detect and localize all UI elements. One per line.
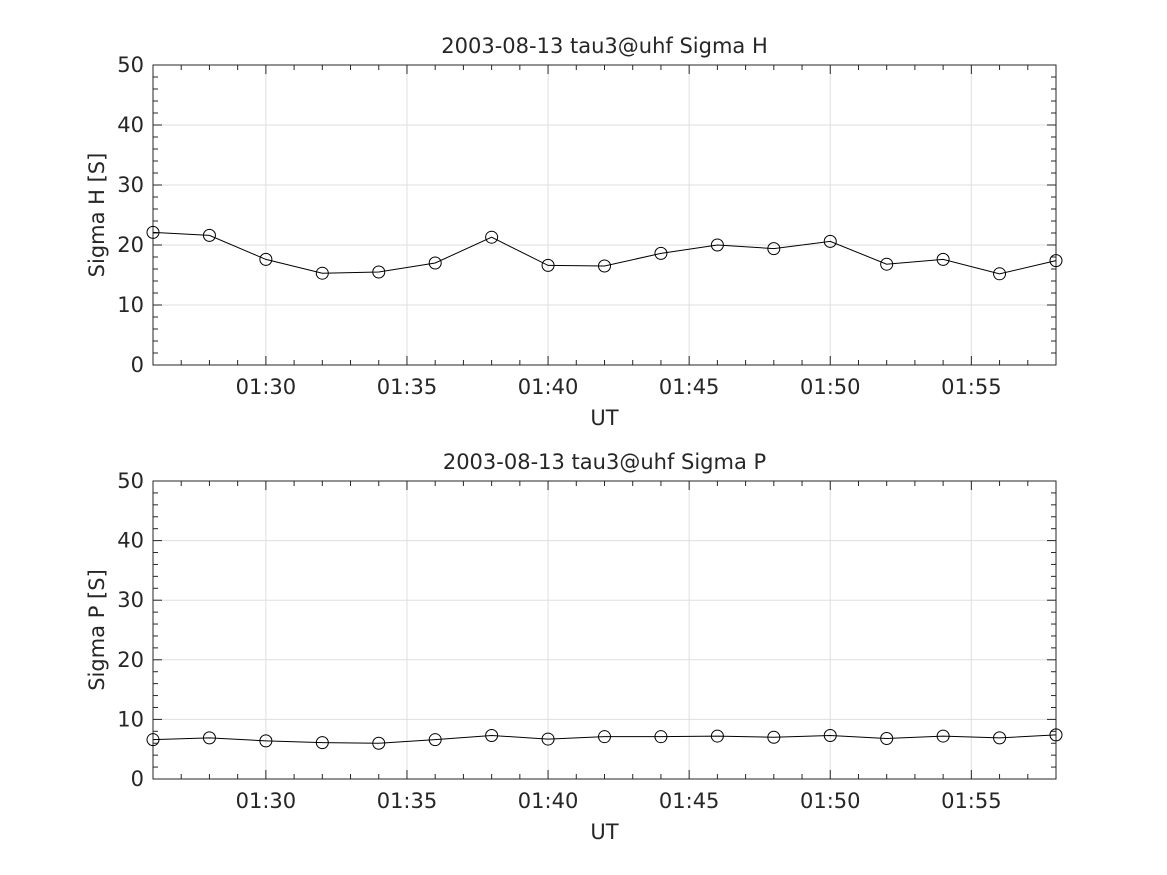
data-point <box>146 225 160 239</box>
chart-title: 2003-08-13 tau3@uhf Sigma P <box>443 450 766 474</box>
data-point <box>372 736 386 750</box>
data-point <box>372 265 386 279</box>
data-point <box>654 730 668 744</box>
y-tick-label: 40 <box>117 529 144 553</box>
data-point <box>767 242 781 256</box>
data-point <box>485 728 499 742</box>
y-tick-label: 20 <box>117 233 144 257</box>
y-axis-label: Sigma P [S] <box>85 569 109 691</box>
x-tick-label: 01:30 <box>236 375 297 399</box>
x-tick-label: 01:30 <box>236 789 297 813</box>
data-point <box>202 731 216 745</box>
data-point <box>259 734 273 748</box>
data-point <box>993 731 1007 745</box>
y-tick-label: 30 <box>117 173 144 197</box>
data-point <box>710 238 724 252</box>
data-point <box>202 228 216 242</box>
y-tick-label: 50 <box>117 469 144 493</box>
data-point <box>146 733 160 747</box>
data-point <box>1049 254 1063 268</box>
x-tick-label: 01:40 <box>518 375 579 399</box>
x-tick-label: 01:55 <box>941 789 1002 813</box>
x-tick-label: 01:40 <box>518 789 579 813</box>
data-point <box>823 728 837 742</box>
y-tick-label: 0 <box>131 767 144 791</box>
data-point <box>880 731 894 745</box>
data-point <box>315 736 329 750</box>
axes-frame <box>152 64 1057 366</box>
sigma-h-panel: 0 10 20 30 40 50 01:30 01:35 01:40 01:45 01:50 01:5… <box>85 34 1063 430</box>
x-tick-label: 01:35 <box>377 375 438 399</box>
y-tick-label: 30 <box>117 588 144 612</box>
data-point <box>936 729 950 743</box>
axes-frame <box>152 480 1057 780</box>
data-point <box>428 733 442 747</box>
data-point <box>767 730 781 744</box>
data-point <box>880 257 894 271</box>
x-tick-label: 01:55 <box>941 375 1002 399</box>
series-line <box>152 734 1057 744</box>
data-point <box>823 234 837 248</box>
y-tick-label: 20 <box>117 648 144 672</box>
sigma-p-panel: 0 10 20 30 40 50 01:30 01:35 01:40 01:45 01:50 01:5… <box>85 450 1063 844</box>
data-point <box>541 258 555 272</box>
chart-title: 2003-08-13 tau3@uhf Sigma H <box>441 34 767 58</box>
x-axis-label: UT <box>590 820 618 844</box>
x-tick-label: 01:45 <box>659 789 720 813</box>
data-point <box>259 252 273 266</box>
data-point <box>598 730 611 744</box>
y-tick-label: 40 <box>117 113 144 137</box>
y-tick-label: 0 <box>131 353 144 377</box>
x-tick-label: 01:50 <box>800 789 861 813</box>
data-point <box>428 256 442 270</box>
data-point <box>993 267 1007 281</box>
data-point <box>936 252 950 266</box>
x-axis-label: UT <box>590 406 618 430</box>
y-tick-label: 50 <box>117 53 144 77</box>
y-tick-label: 10 <box>117 293 144 317</box>
data-point <box>654 246 668 260</box>
y-tick-label: 10 <box>117 707 144 731</box>
data-point <box>1049 728 1063 742</box>
data-point <box>598 259 611 273</box>
x-tick-label: 01:35 <box>377 789 438 813</box>
data-point <box>710 729 724 743</box>
data-point <box>315 266 329 280</box>
x-tick-label: 01:50 <box>800 375 861 399</box>
y-axis-label: Sigma H [S] <box>85 153 109 278</box>
x-tick-label: 01:45 <box>659 375 720 399</box>
data-point <box>485 230 499 244</box>
data-point <box>541 732 555 746</box>
series-line <box>152 231 1057 275</box>
